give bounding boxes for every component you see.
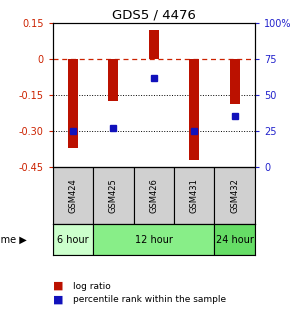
Text: log ratio: log ratio <box>73 282 111 291</box>
Text: ■: ■ <box>53 281 63 291</box>
Title: GDS5 / 4476: GDS5 / 4476 <box>112 9 196 22</box>
Bar <box>68 59 78 147</box>
Bar <box>149 30 159 59</box>
Bar <box>134 167 174 224</box>
Text: percentile rank within the sample: percentile rank within the sample <box>73 295 226 304</box>
Bar <box>214 224 255 255</box>
Bar <box>53 224 93 255</box>
Text: GSM432: GSM432 <box>230 178 239 213</box>
Text: 6 hour: 6 hour <box>57 235 89 245</box>
Bar <box>214 167 255 224</box>
Text: ■: ■ <box>53 294 63 304</box>
Bar <box>53 167 93 224</box>
Bar <box>230 59 240 104</box>
Bar <box>189 59 199 160</box>
Text: time ▶: time ▶ <box>0 235 26 245</box>
Bar <box>93 224 214 255</box>
Text: GSM426: GSM426 <box>149 178 158 213</box>
Text: 12 hour: 12 hour <box>135 235 173 245</box>
Text: 24 hour: 24 hour <box>216 235 254 245</box>
Text: GSM424: GSM424 <box>69 178 77 213</box>
Text: GSM425: GSM425 <box>109 178 118 213</box>
Bar <box>174 167 214 224</box>
Text: GSM431: GSM431 <box>190 178 199 213</box>
Bar <box>108 59 118 101</box>
Bar <box>93 167 134 224</box>
